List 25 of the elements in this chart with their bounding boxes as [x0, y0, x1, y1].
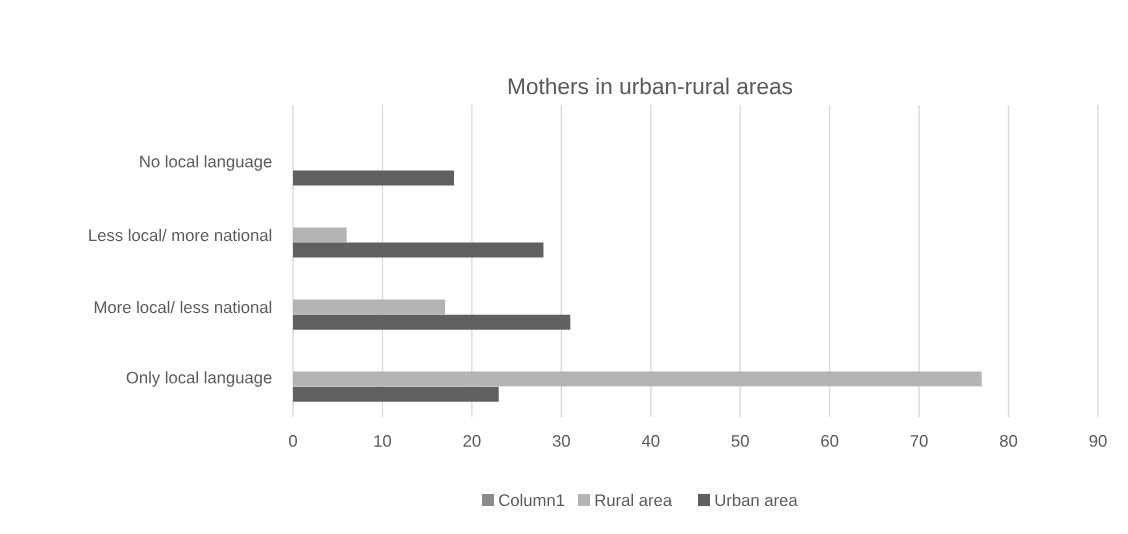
y-tick-label: Less local/ more national	[89, 228, 272, 242]
bar	[293, 227, 347, 243]
legend-label: Rural area	[595, 493, 673, 507]
y-tick-label: No local language	[140, 155, 272, 171]
x-tick-label: 70	[910, 435, 928, 447]
x-tick-label: 90	[1089, 435, 1107, 447]
x-tick-label: 40	[641, 435, 660, 447]
chart-title: Mothers in urban-rural areas	[508, 77, 793, 95]
bar	[293, 371, 982, 387]
y-tick-label: Only local language	[126, 371, 272, 387]
x-tick-label: 60	[821, 435, 839, 447]
legend-label: Column1	[499, 493, 565, 507]
x-tick-label: 80	[1000, 435, 1018, 447]
bar	[293, 299, 446, 315]
x-tick-label: 0	[289, 435, 297, 447]
bar	[293, 242, 544, 258]
legend-label: Urban area	[715, 493, 798, 507]
x-tick-label: 30	[552, 435, 570, 447]
bar	[293, 314, 571, 330]
x-tick-label: 50	[731, 435, 749, 447]
bar	[293, 170, 454, 186]
x-tick-label: 20	[463, 435, 481, 447]
x-tick-label: 10	[374, 435, 392, 447]
bar	[293, 386, 499, 402]
y-tick-label: More local/ less national	[94, 300, 272, 314]
